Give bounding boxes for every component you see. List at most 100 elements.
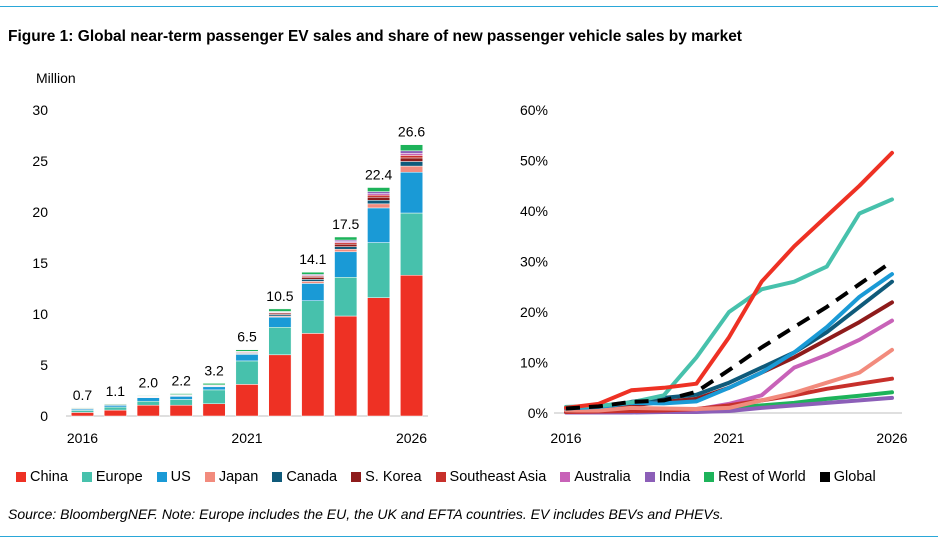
bar-segment-canada (400, 161, 423, 167)
x-tick-label: 2016 (550, 430, 581, 446)
line-chart: 0% 10% 20% 30% 40% 50% 60% 2016 2021 2026 (520, 102, 908, 446)
legend-swatch (435, 472, 446, 482)
bar-segment-china (136, 404, 160, 417)
y-tick-label: 5 (40, 357, 48, 373)
bar-chart: Million 0 5 10 15 20 25 30 0.7 2016 1.1 2.0 2.2 3.2 6.… (32, 70, 428, 446)
bar-total-label: 10.5 (266, 288, 293, 304)
legend-label: Rest of World (718, 469, 806, 485)
bar-total-label: 2.0 (139, 375, 159, 391)
bar-segment-china (235, 384, 259, 417)
bar-segment-japan (334, 248, 358, 253)
line-series-japan (564, 347, 894, 413)
x-tick-label: 2026 (876, 430, 907, 446)
legend-item-s-korea: S. Korea (351, 469, 422, 485)
bar-segment-europe (235, 360, 259, 385)
bar-segment-southeast-asia (367, 194, 391, 198)
bar-segment-rest-of-world (367, 187, 391, 192)
x-tick-label: 2026 (396, 430, 427, 446)
legend-item-australia: Australia (560, 469, 631, 485)
bar-segment-india (367, 191, 391, 194)
bar-segment-europe (202, 389, 226, 405)
legend-label: US (170, 469, 191, 485)
legend-swatch (204, 472, 215, 482)
bar-segment-china (202, 403, 226, 417)
bar-segment-europe (268, 327, 292, 356)
bar-segment-canada (367, 200, 391, 205)
top-rule (0, 6, 938, 7)
bar-segment-japan (367, 203, 391, 209)
line-series-china (564, 150, 894, 410)
bar-segment-europe (367, 242, 391, 298)
bar-total-label: 3.2 (204, 362, 224, 378)
y-tick-label: 30% (520, 254, 548, 270)
legend-label: Europe (95, 469, 143, 485)
bar-total-label: 2.2 (171, 373, 191, 389)
y-tick-label: 25 (32, 153, 48, 169)
bar-segment-europe (301, 300, 325, 334)
bar-segment-rest-of-world (202, 383, 226, 386)
legend-swatch (560, 472, 571, 482)
legend-swatch (351, 472, 362, 482)
bar-segment-us (268, 316, 292, 328)
legend-label: China (30, 469, 68, 485)
bar-total-label: 0.7 (73, 387, 93, 403)
bar-segment-europe (169, 399, 193, 406)
y-tick-label: 15 (32, 255, 48, 271)
bar-segment-us (301, 283, 325, 301)
bar-segment-india (400, 150, 423, 154)
legend-item-europe: Europe (81, 469, 143, 485)
x-tick-label: 2016 (67, 430, 98, 446)
y-tick-label: 10 (32, 306, 48, 322)
y-tick-label: 50% (520, 153, 548, 169)
bar-segment-rest-of-world (235, 349, 259, 352)
source-note: Source: BloombergNEF. Note: Europe inclu… (8, 506, 724, 522)
bar-segment-china (367, 297, 391, 417)
y-tick-label: 60% (520, 102, 548, 118)
bar-segment-us (367, 207, 391, 243)
legend-item-japan: Japan (204, 469, 259, 485)
bottom-rule (0, 536, 938, 537)
y-tick-label: 20% (520, 304, 548, 320)
bar-segment-southeast-asia (400, 155, 423, 159)
y-tick-label: 30 (32, 102, 48, 118)
line-series-southeast-asia (564, 376, 894, 414)
figure-title: Figure 1: Global near-term passenger EV … (8, 28, 742, 45)
y-tick-label: 20 (32, 204, 48, 220)
legend-label: Japan (218, 469, 259, 485)
bar-segment-us (400, 171, 423, 214)
bar-segment-europe (136, 400, 160, 406)
legend-label: Southeast Asia (449, 469, 547, 485)
bar-segment-rest-of-world (334, 236, 358, 241)
bar-segment-canada (301, 279, 325, 282)
legend-item-us: US (156, 469, 191, 485)
legend-swatch (156, 472, 167, 482)
bar-segment-europe (334, 277, 358, 317)
bar-segment-s-korea (334, 243, 358, 247)
legend-item-india: India (644, 469, 691, 485)
bar-segment-s-korea (400, 157, 423, 162)
bar-segment-australia (400, 153, 423, 156)
bar-segment-rest-of-world (103, 403, 127, 405)
y-tick-label: 0 (40, 408, 48, 424)
bar-segment-rest-of-world (301, 271, 325, 275)
bar-segment-us (136, 397, 160, 402)
bar-segment-china (103, 409, 127, 417)
bar-total-label: 14.1 (299, 251, 326, 267)
line-series-global (565, 259, 894, 411)
bar-segment-europe (400, 212, 423, 276)
bar-segment-us (169, 395, 193, 400)
bar-segment-us (334, 251, 358, 278)
legend-label: Canada (286, 469, 338, 485)
bar-total-label: 26.6 (398, 124, 425, 140)
bar-segment-s-korea (367, 196, 391, 201)
y-axis-unit-label: Million (36, 70, 76, 86)
legend-swatch (16, 472, 26, 482)
bar-segment-rest-of-world (169, 393, 193, 395)
legend-label: India (658, 469, 691, 485)
legend-item-global: Global (819, 469, 876, 485)
legend-item-canada: Canada (272, 469, 337, 485)
bar-segment-china (400, 274, 423, 417)
bar-segment-s-korea (301, 277, 325, 280)
legend-item-china: China (16, 469, 68, 485)
